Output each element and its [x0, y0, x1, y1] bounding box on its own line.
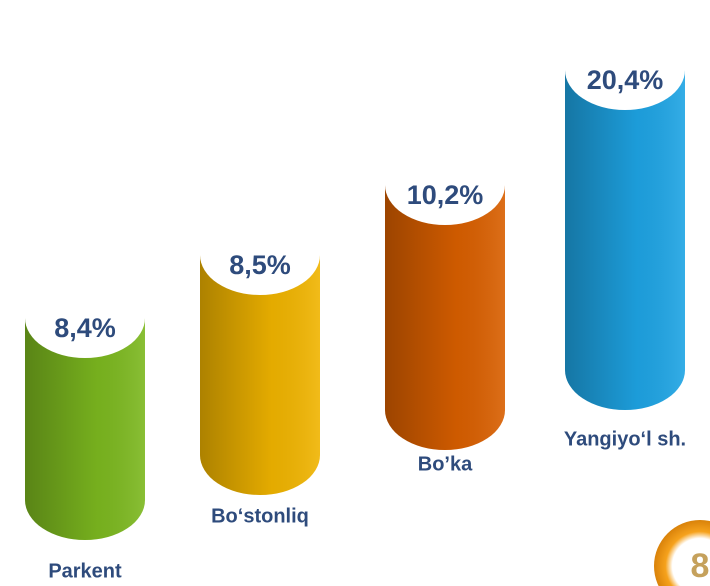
category-label: Bo‘stonliq — [211, 505, 309, 527]
badge-icon: 8 — [654, 520, 710, 586]
cylinder-top — [385, 145, 505, 225]
value-label: 20,4% — [587, 65, 664, 95]
cylinder-shade — [385, 185, 505, 450]
cylinder-top — [200, 215, 320, 295]
cylinder: 8,5% Bo‘stonliq — [200, 215, 320, 527]
cylinder-top — [25, 278, 145, 358]
value-label: 8,5% — [229, 250, 291, 280]
value-label: 8,4% — [54, 313, 116, 343]
cylinder-shade — [25, 318, 145, 540]
cylinder: 20,4% Yangiyo‘l sh. — [564, 30, 686, 450]
badge-text: 8 — [691, 547, 710, 585]
cylinder-shade — [565, 70, 685, 410]
category-label: Parkent — [48, 560, 122, 582]
cylinder-shade — [200, 255, 320, 495]
category-label: Yangiyo‘l sh. — [564, 428, 686, 450]
cylinder: 8,4% Parkent — [25, 278, 145, 582]
cylinder: 10,2% Bo’ka — [385, 145, 505, 475]
cylinder-top — [565, 30, 685, 110]
category-label: Bo’ka — [418, 453, 473, 475]
value-label: 10,2% — [407, 180, 484, 210]
